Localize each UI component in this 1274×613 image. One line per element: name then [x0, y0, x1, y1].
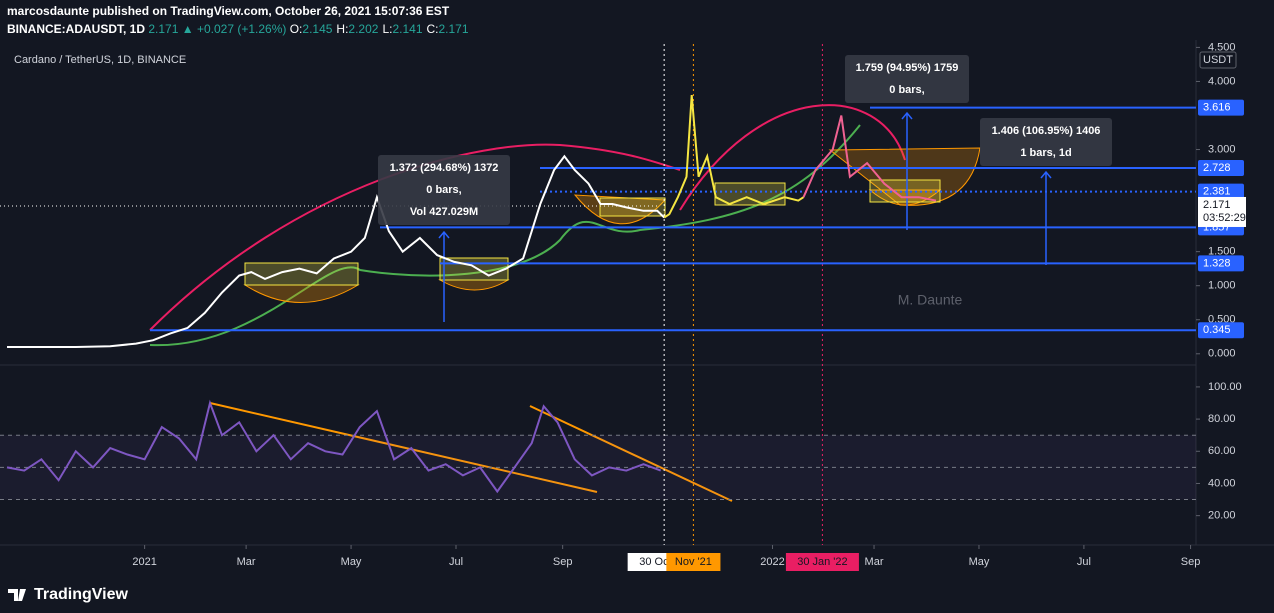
arrows [438, 111, 1052, 322]
x-tick-label: May [341, 556, 362, 568]
arrow: ▲ [181, 22, 194, 36]
x-tick-label: Mar [865, 556, 884, 568]
ohlc: O:2.145 H:2.202 L:2.141 C:2.171 [290, 22, 473, 36]
x-tick-label: May [969, 556, 990, 568]
measure-text: 1.406 (106.95%) 1406 [992, 125, 1101, 137]
y-tick-label: 20.00 [1208, 510, 1236, 522]
level-badge [1198, 99, 1244, 116]
y-tick-label: 4.000 [1208, 75, 1236, 87]
level-label: 2.728 [1203, 162, 1231, 174]
arrow [1040, 170, 1052, 265]
chart-title: Cardano / TetherUS, 1D, BINANCE [14, 54, 186, 66]
measure-text: Vol 427.029M [410, 206, 478, 218]
currency-badge [1199, 51, 1237, 69]
publisher-text: marcosdaunte published on TradingView.co… [7, 4, 450, 18]
ohlc-value: 2.202 [348, 22, 379, 36]
change: +0.027 (+1.26%) [196, 22, 287, 36]
y-tick-label: 3.000 [1208, 143, 1236, 155]
x-tick-label: Jul [449, 556, 463, 568]
level-badge [1198, 183, 1244, 200]
trendline [209, 402, 598, 493]
arrow [901, 111, 913, 230]
y-tick-label: 0.000 [1208, 348, 1236, 360]
measure-text: 0 bars, [426, 184, 461, 196]
ohlc-label: L: [382, 22, 393, 36]
last-price: 2.171 [148, 22, 179, 36]
rsi-line [6, 399, 662, 494]
measure-text: 1 bars, 1d [1020, 147, 1071, 159]
price-line [802, 115, 937, 202]
measure-text: 1.372 (294.68%) 1372 [390, 162, 499, 174]
date-marker-badge [785, 553, 859, 571]
y-tick-label: 4.500 [1208, 41, 1236, 53]
date-marker-label: Nov '21 [675, 556, 712, 568]
x-tick-label: 2021 [132, 556, 156, 568]
level-badge [1198, 255, 1244, 272]
brand: TradingView [34, 586, 129, 603]
cup [243, 189, 942, 303]
ohlc-value: 2.141 [392, 22, 423, 36]
arrow [438, 230, 450, 322]
level-badge [1198, 322, 1244, 339]
date-marker-label: 30 Jan '22 [797, 556, 847, 568]
y-tick-label: 100.00 [1208, 381, 1242, 393]
x-tick-label: Jul [1077, 556, 1091, 568]
price-line [663, 95, 805, 219]
symbol: BINANCE:ADAUSDT, 1D [7, 22, 146, 36]
x-tick-label: Sep [553, 556, 573, 568]
countdown: 03:52:29 [1203, 212, 1246, 224]
y-tick-label: 1.500 [1208, 246, 1236, 258]
box [599, 197, 666, 217]
measure-box [845, 55, 969, 103]
y-tick-label: 40.00 [1208, 477, 1236, 489]
y-tick-label: 80.00 [1208, 413, 1236, 425]
level-label: 3.616 [1203, 101, 1231, 113]
last-price-label: 2.171 [1203, 199, 1231, 211]
arc [679, 104, 906, 211]
ohlc-value: 2.171 [438, 22, 469, 36]
rsi-trendlines [209, 402, 733, 502]
measure-box [980, 118, 1112, 166]
arc [149, 143, 681, 331]
box [244, 262, 359, 286]
ohlc-label: O: [289, 22, 303, 36]
date-marker-badge [666, 553, 721, 571]
last-price-badge [1198, 196, 1246, 227]
ohlc-label: H: [336, 22, 349, 36]
measure-text: 1.759 (94.95%) 1759 [856, 62, 959, 74]
x-tick-label: 2022 [760, 556, 784, 568]
trendline [529, 405, 733, 502]
y-tick-label: 60.00 [1208, 445, 1236, 457]
level-label: 2.381 [1203, 186, 1231, 198]
level-label: 0.345 [1203, 324, 1231, 336]
level-badge [1198, 160, 1244, 177]
x-tick-label: Mar [237, 556, 256, 568]
level-label: 1.328 [1203, 257, 1231, 269]
arc [149, 124, 861, 347]
currency: USDT [1203, 54, 1233, 66]
ohlc-value: 2.145 [302, 22, 333, 36]
brand-logo [8, 589, 26, 601]
publisher: marcosdaunte published on TradingView.co… [7, 4, 449, 18]
symbol-line: BINANCE:ADAUSDT, 1D 2.171 ▲ +0.027 (+1.2… [7, 22, 473, 36]
y-tick-label: 1.000 [1208, 280, 1236, 292]
watermark: M. Daunte [898, 292, 963, 308]
ohlc-label: C: [426, 22, 439, 36]
measure-box [378, 155, 510, 225]
x-tick-label: Sep [1181, 556, 1201, 568]
measure-text: 0 bars, [889, 84, 924, 96]
